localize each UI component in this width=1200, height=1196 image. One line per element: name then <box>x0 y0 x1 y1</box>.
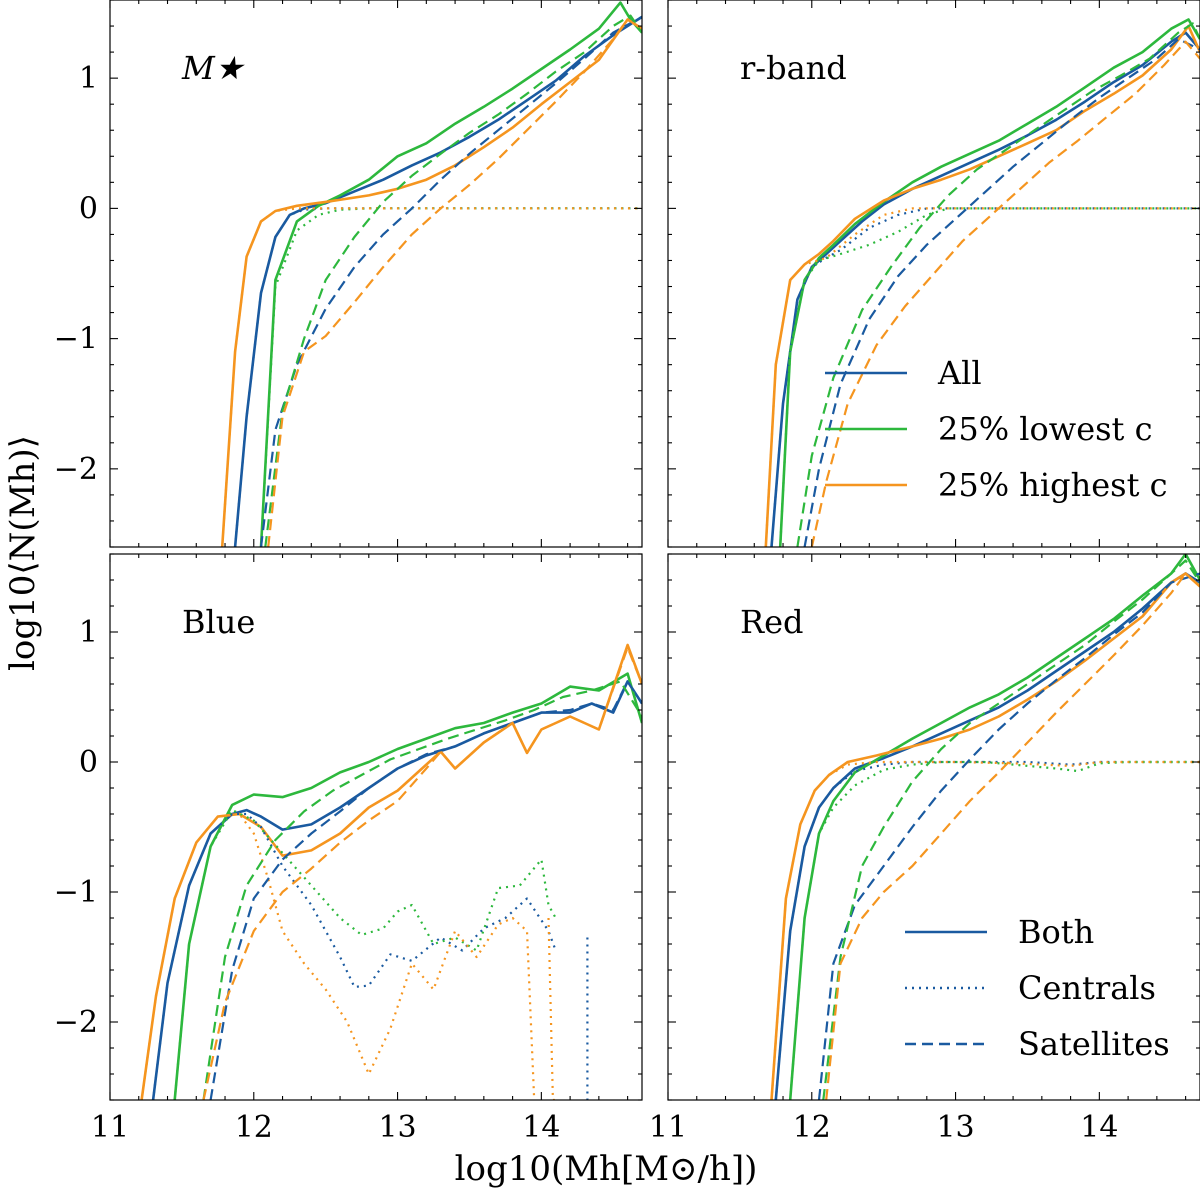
y-tick-label: 0 <box>79 745 98 780</box>
legend-label: Satellites <box>1018 1025 1170 1063</box>
series-high_c-centrals <box>140 812 536 1100</box>
series-all-both <box>774 572 1200 1100</box>
legend-label: Both <box>1018 913 1094 951</box>
legend-label: Centrals <box>1018 969 1156 1007</box>
panel-label: r-band <box>740 49 847 87</box>
series-high_c-both <box>770 572 1200 1100</box>
x-tick-label: 13 <box>936 1110 974 1145</box>
series-all-satellites <box>209 680 642 1100</box>
series-high_c-satellites <box>810 40 1200 547</box>
legend-galaxy-type: Both Centrals Satellites <box>905 913 1170 1063</box>
x-tick-label: 12 <box>235 1110 273 1145</box>
x-axis-label: log10(Mh[M⊙/h]) <box>455 1149 758 1189</box>
panel-frame <box>109 553 643 1101</box>
series-low_c-both <box>259 1 642 547</box>
series-all-centrals <box>586 937 592 1100</box>
panel-series <box>140 643 642 1100</box>
ticks <box>667 553 1200 1101</box>
series-high_c-both <box>764 24 1200 547</box>
y-tick-label: 1 <box>79 615 98 650</box>
axis-labels: log10⟨N(Mh)⟩ log10(Mh[M⊙/h]) <box>3 435 757 1189</box>
series-high_c-satellites <box>825 572 1200 1100</box>
series-high_c-satellites <box>267 18 642 547</box>
legend-label: All <box>937 354 982 392</box>
panel-frame <box>667 0 1200 548</box>
legends: All 25% lowest c 25% highest c Both Centrals… <box>825 354 1170 1063</box>
panel-series <box>220 1 642 547</box>
series-all-both <box>233 15 642 547</box>
series-all-satellites <box>803 38 1200 547</box>
y-tick-label: 1 <box>79 61 98 96</box>
series-low_c-satellites <box>796 22 1200 547</box>
series-high_c-centrals <box>764 207 1200 547</box>
panel-bottom-right: 11 12 13 14 Red <box>649 553 1200 1145</box>
x-tick-label: 14 <box>1080 1110 1118 1145</box>
series-low_c-both <box>788 554 1200 1100</box>
series-all-both <box>151 680 642 1100</box>
series-high_c-centrals <box>770 760 1200 1100</box>
series-low_c-both <box>778 18 1200 547</box>
series-all-satellites <box>259 15 642 547</box>
legend-concentration: All 25% lowest c 25% highest c <box>825 354 1168 504</box>
y-tick-label: −2 <box>54 1005 98 1040</box>
series-low_c-centrals <box>173 809 557 1100</box>
x-tick-label: 12 <box>793 1110 831 1145</box>
ticks <box>667 0 1200 548</box>
legend-label: 25% lowest c <box>938 410 1153 448</box>
y-tick-label: −1 <box>54 322 98 357</box>
panel-label: Red <box>740 603 804 641</box>
x-tick-label: 14 <box>522 1110 560 1145</box>
series-high_c-centrals <box>221 207 642 547</box>
y-tick-label: 0 <box>79 191 98 226</box>
series-all-satellites <box>817 572 1200 1100</box>
ticks <box>109 0 642 548</box>
y-tick-label: −2 <box>54 452 98 487</box>
panel-series <box>764 18 1200 547</box>
panel-top-left: −2 −1 0 1 M★ <box>54 0 643 548</box>
x-tick-label: 11 <box>91 1110 129 1145</box>
y-axis-label: log10⟨N(Mh)⟩ <box>3 435 43 671</box>
series-low_c-centrals <box>259 207 642 547</box>
series-all-centrals <box>774 760 1200 1100</box>
series-low_c-centrals <box>779 207 1200 547</box>
legend-label: 25% highest c <box>938 466 1168 504</box>
series-low_c-satellites <box>822 559 1200 1100</box>
series-low_c-satellites <box>202 680 642 1100</box>
panel-label: Blue <box>182 603 255 641</box>
panel-series <box>770 554 1200 1100</box>
panel-frame <box>109 0 643 548</box>
series-low_c-satellites <box>264 14 642 547</box>
series-low_c-both <box>173 672 642 1100</box>
panel-label: M★ <box>181 49 246 87</box>
series-high_c-satellites <box>202 646 642 1100</box>
series-high_c-both <box>220 18 642 547</box>
x-tick-label: 13 <box>378 1110 416 1145</box>
y-tick-label: −1 <box>54 875 98 910</box>
x-tick-label: 11 <box>649 1110 687 1145</box>
panel-frame <box>667 553 1200 1101</box>
ticks <box>109 553 642 1101</box>
panel-top-right: r-band <box>667 0 1200 548</box>
